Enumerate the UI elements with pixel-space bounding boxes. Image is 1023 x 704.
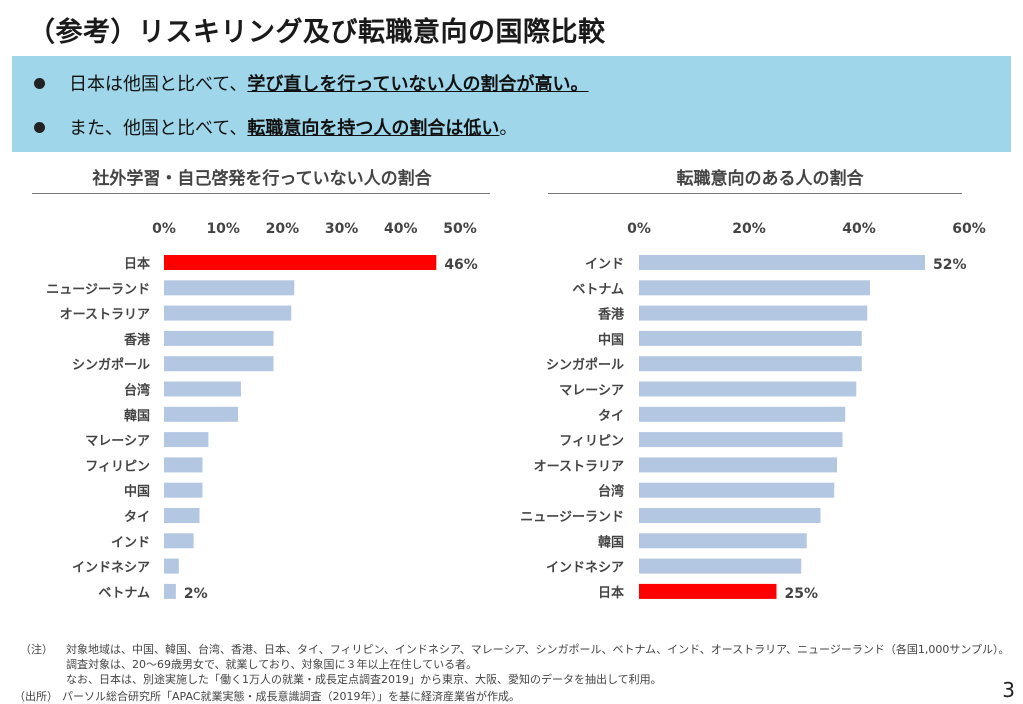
summary-bullet-2: また、他国と比べて、転職意向を持つ人の割合は低い。 (34, 114, 517, 140)
x-tick-label: 30% (325, 221, 359, 237)
bullet-1-lead: 日本は他国と比べて、 (69, 74, 248, 95)
bullet-dot-icon (34, 77, 45, 89)
bar (164, 482, 203, 498)
summary-bullet-1: 日本は他国と比べて、学び直しを行っていない人の割合が高い。 (34, 70, 589, 96)
bar (639, 356, 862, 372)
category-label: 香港 (123, 332, 151, 348)
category-label: オーストラリア (60, 308, 150, 323)
bullet-2-lead: また、他国と比べて、 (69, 118, 248, 139)
summary-banner: 日本は他国と比べて、学び直しを行っていない人の割合が高い。 また、他国と比べて、… (12, 56, 1011, 152)
category-label: シンガポール (546, 357, 624, 373)
category-label: 台湾 (124, 383, 150, 399)
bar (164, 305, 292, 321)
x-tick-label: 20% (266, 221, 300, 237)
category-label: 日本 (598, 585, 624, 601)
bar (639, 482, 835, 498)
bar (164, 457, 203, 473)
category-label: 中国 (124, 484, 150, 500)
category-label: 香港 (597, 307, 625, 323)
category-label: タイ (598, 409, 624, 424)
bar (164, 381, 241, 397)
bar (639, 508, 821, 523)
x-tick-label: 50% (443, 221, 477, 237)
bullet-2-emphasis: 転職意向を持つ人の割合は低い (247, 118, 500, 139)
category-label: 中国 (598, 332, 624, 348)
x-tick-label: 60% (952, 221, 986, 237)
bar (164, 508, 200, 523)
right-chart-title: 転職意向のある人の割合 (676, 169, 864, 189)
x-tick-label: 0% (627, 221, 651, 237)
x-tick-label: 0% (152, 221, 176, 237)
page-title: （参考）リスキリング及び転職意向の国際比較 (28, 17, 606, 48)
right-chart-title-rule (548, 193, 962, 194)
category-label: フィリピン (559, 434, 624, 449)
category-label: インド (585, 257, 624, 272)
left-chart-title-rule (32, 193, 490, 194)
bar (639, 381, 857, 397)
category-label: ベトナム (98, 586, 150, 601)
bar (164, 255, 437, 270)
note-line-2: 調査対象は、20～69歳男女で、就業しており、対象国に３年以上在住している者。 (66, 658, 478, 671)
bar (639, 280, 870, 296)
category-label: タイ (124, 510, 150, 525)
bullet-2-trail: 。 (499, 118, 518, 139)
category-label: 韓国 (124, 408, 150, 424)
bullet-dot-icon (34, 121, 45, 133)
note-label: （注） (20, 643, 53, 656)
category-label: シンガポール (72, 357, 150, 373)
category-label: インド (111, 535, 150, 550)
bar (639, 305, 868, 321)
category-label: 台湾 (598, 484, 624, 500)
category-label: 日本 (124, 256, 150, 272)
note-line-3: なお、日本は、別途実施した「働く1万人の就業・成長定点調査2019」から東京、大… (66, 673, 662, 686)
left-chart-title: 社外学習・自己啓発を行っていない人の割合 (92, 169, 432, 189)
bar (639, 583, 777, 599)
category-label: ベトナム (572, 282, 624, 297)
bar (164, 533, 194, 549)
source-text: パーソル総合研究所「APAC就業実態・成長意識調査（2019年）」を基に経済産業… (62, 690, 520, 703)
bar (639, 330, 862, 346)
category-label: 韓国 (598, 534, 624, 550)
bar (639, 255, 925, 270)
bar (639, 533, 807, 549)
category-label: フィリピン (85, 459, 150, 474)
bar (164, 583, 176, 599)
bar (639, 558, 802, 574)
x-tick-label: 40% (842, 221, 876, 237)
page-number: 3 (1002, 678, 1015, 702)
category-label: マレーシア (85, 434, 150, 449)
bar (164, 432, 209, 448)
category-label: インドネシア (72, 561, 150, 576)
bar (639, 432, 843, 448)
bar (164, 280, 295, 296)
data-label: 2% (184, 586, 208, 602)
bar (164, 330, 274, 346)
bar (164, 406, 238, 422)
category-label: インドネシア (546, 561, 624, 576)
x-tick-label: 20% (732, 221, 766, 237)
data-label: 52% (933, 257, 967, 273)
note-line-1: 対象地域は、中国、韓国、台湾、香港、日本、タイ、フィリピン、インドネシア、マレー… (66, 643, 1010, 656)
bar (639, 457, 837, 473)
data-label: 46% (444, 257, 478, 273)
category-label: ニュージーランド (520, 510, 624, 525)
source-label: （出所） (14, 690, 58, 703)
category-label: オーストラリア (534, 459, 624, 474)
bar (639, 406, 846, 422)
bullet-1-emphasis: 学び直しを行っていない人の割合が高い。 (247, 74, 589, 95)
data-label: 25% (785, 586, 819, 602)
bar (164, 356, 274, 372)
x-tick-label: 10% (206, 221, 240, 237)
bar (164, 558, 179, 574)
x-tick-label: 40% (384, 221, 418, 237)
category-label: ニュージーランド (46, 282, 150, 297)
category-label: マレーシア (559, 384, 624, 399)
